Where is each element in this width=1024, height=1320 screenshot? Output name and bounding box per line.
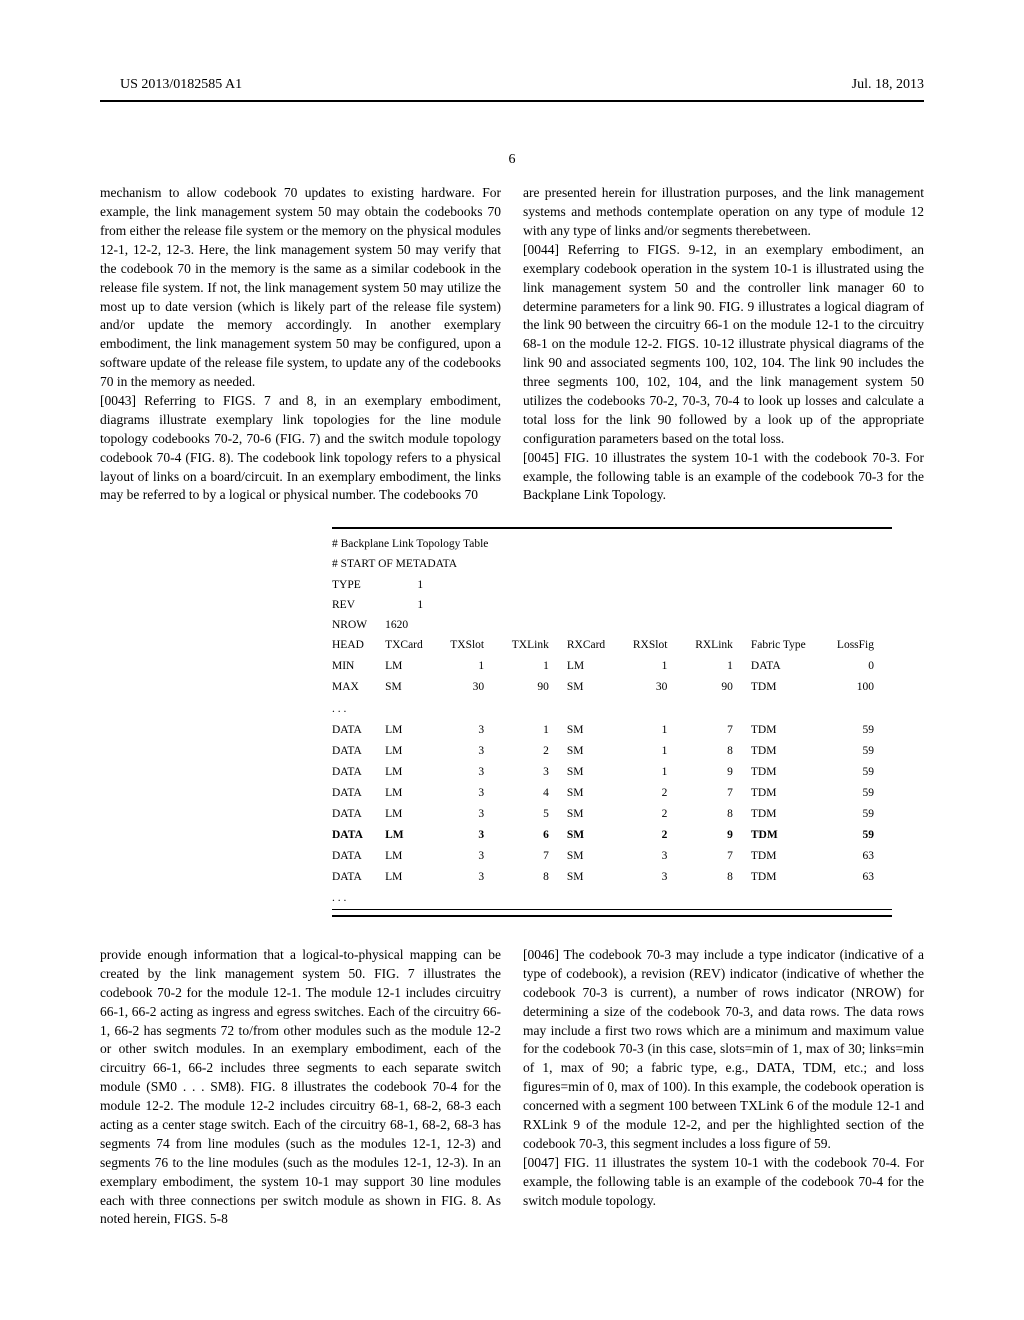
paragraph-ref: [0046] (523, 947, 559, 962)
table-row: NROW 1620 (332, 615, 892, 635)
paragraph-ref: [0044] (523, 242, 559, 257)
table-subtitle: # START OF METADATA (332, 554, 892, 574)
body-text: Referring to FIGS. 7 and 8, in an exempl… (100, 393, 501, 502)
header-rule (100, 100, 924, 102)
table-row: DATALM35SM28TDM59 (332, 804, 892, 825)
table-row-highlighted: DATA LM 3 6 SM 2 9 TDM 59 (332, 825, 892, 846)
body-text: [0046] The codebook 70-3 may include a t… (523, 946, 924, 1154)
right-column-bottom: [0046] The codebook 70-3 may include a t… (523, 946, 924, 1229)
table-row: DATALM33SM19TDM59 (332, 761, 892, 782)
table-title: # Backplane Link Topology Table (332, 534, 892, 554)
paragraph-ref: [0047] (523, 1155, 559, 1170)
table-row: DATALM38SM38TDM63 (332, 867, 892, 888)
body-text: [0043] Referring to FIGS. 7 and 8, in an… (100, 392, 501, 505)
table-row: DATALM34SM27TDM59 (332, 782, 892, 803)
page-number: 6 (0, 150, 1024, 170)
publication-number: US 2013/0182585 A1 (120, 75, 242, 95)
body-text: The codebook 70-3 may include a type ind… (523, 947, 924, 1151)
body-text: provide enough information that a logica… (100, 946, 501, 1229)
top-columns: mechanism to allow codebook 70 updates t… (0, 184, 1024, 505)
table-header-row: HEAD TXCard TXSlot TXLink RXCard RXSlot … (332, 635, 892, 656)
ellipsis: . . . (332, 888, 892, 910)
page-header: US 2013/0182585 A1 Jul. 18, 2013 (0, 0, 1024, 95)
left-column-top: mechanism to allow codebook 70 updates t… (100, 184, 501, 505)
table-row: REV 1 (332, 595, 892, 615)
table-row: MIN LM 1 1 LM 1 1 DATA 0 (332, 656, 892, 677)
bottom-columns: provide enough information that a logica… (0, 946, 1024, 1229)
body-text: [0045] FIG. 10 illustrates the system 10… (523, 449, 924, 506)
body-text: [0047] FIG. 11 illustrates the system 10… (523, 1154, 924, 1211)
body-text: FIG. 11 illustrates the system 10-1 with… (523, 1155, 924, 1208)
paragraph-ref: [0043] (100, 393, 136, 408)
paragraph-ref: [0045] (523, 450, 559, 465)
codebook-table: # Backplane Link Topology Table # START … (332, 527, 892, 922)
body-text: mechanism to allow codebook 70 updates t… (100, 184, 501, 392)
body-text: FIG. 10 illustrates the system 10-1 with… (523, 450, 924, 503)
publication-date: Jul. 18, 2013 (852, 75, 924, 95)
table-row: MAX SM 30 90 SM 30 90 TDM 100 (332, 677, 892, 698)
body-text: are presented herein for illustration pu… (523, 184, 924, 241)
table-row: TYPE 1 (332, 575, 892, 595)
right-column-top: are presented herein for illustration pu… (523, 184, 924, 505)
table-row: DATALM32SM18TDM59 (332, 740, 892, 761)
ellipsis: . . . (332, 698, 892, 719)
body-text: Referring to FIGS. 9-12, in an exemplary… (523, 242, 924, 446)
table-row: DATALM37SM37TDM63 (332, 846, 892, 867)
left-column-bottom: provide enough information that a logica… (100, 946, 501, 1229)
body-text: [0044] Referring to FIGS. 9-12, in an ex… (523, 241, 924, 449)
codebook-table-container: # Backplane Link Topology Table # START … (0, 527, 1024, 922)
table-row: DATALM31SM17TDM59 (332, 719, 892, 740)
